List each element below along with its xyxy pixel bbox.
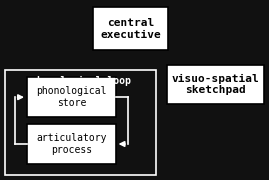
Text: articulatory
process: articulatory process — [36, 133, 107, 155]
Text: phonological loop: phonological loop — [31, 76, 131, 86]
Bar — [27, 124, 116, 164]
Bar — [5, 70, 156, 175]
Text: visuo-spatial
sketchpad: visuo-spatial sketchpad — [171, 74, 259, 95]
Bar — [93, 7, 168, 50]
Text: phonological
store: phonological store — [36, 86, 107, 108]
Bar — [167, 65, 264, 104]
Text: central
executive: central executive — [100, 18, 161, 40]
Bar — [27, 77, 116, 117]
